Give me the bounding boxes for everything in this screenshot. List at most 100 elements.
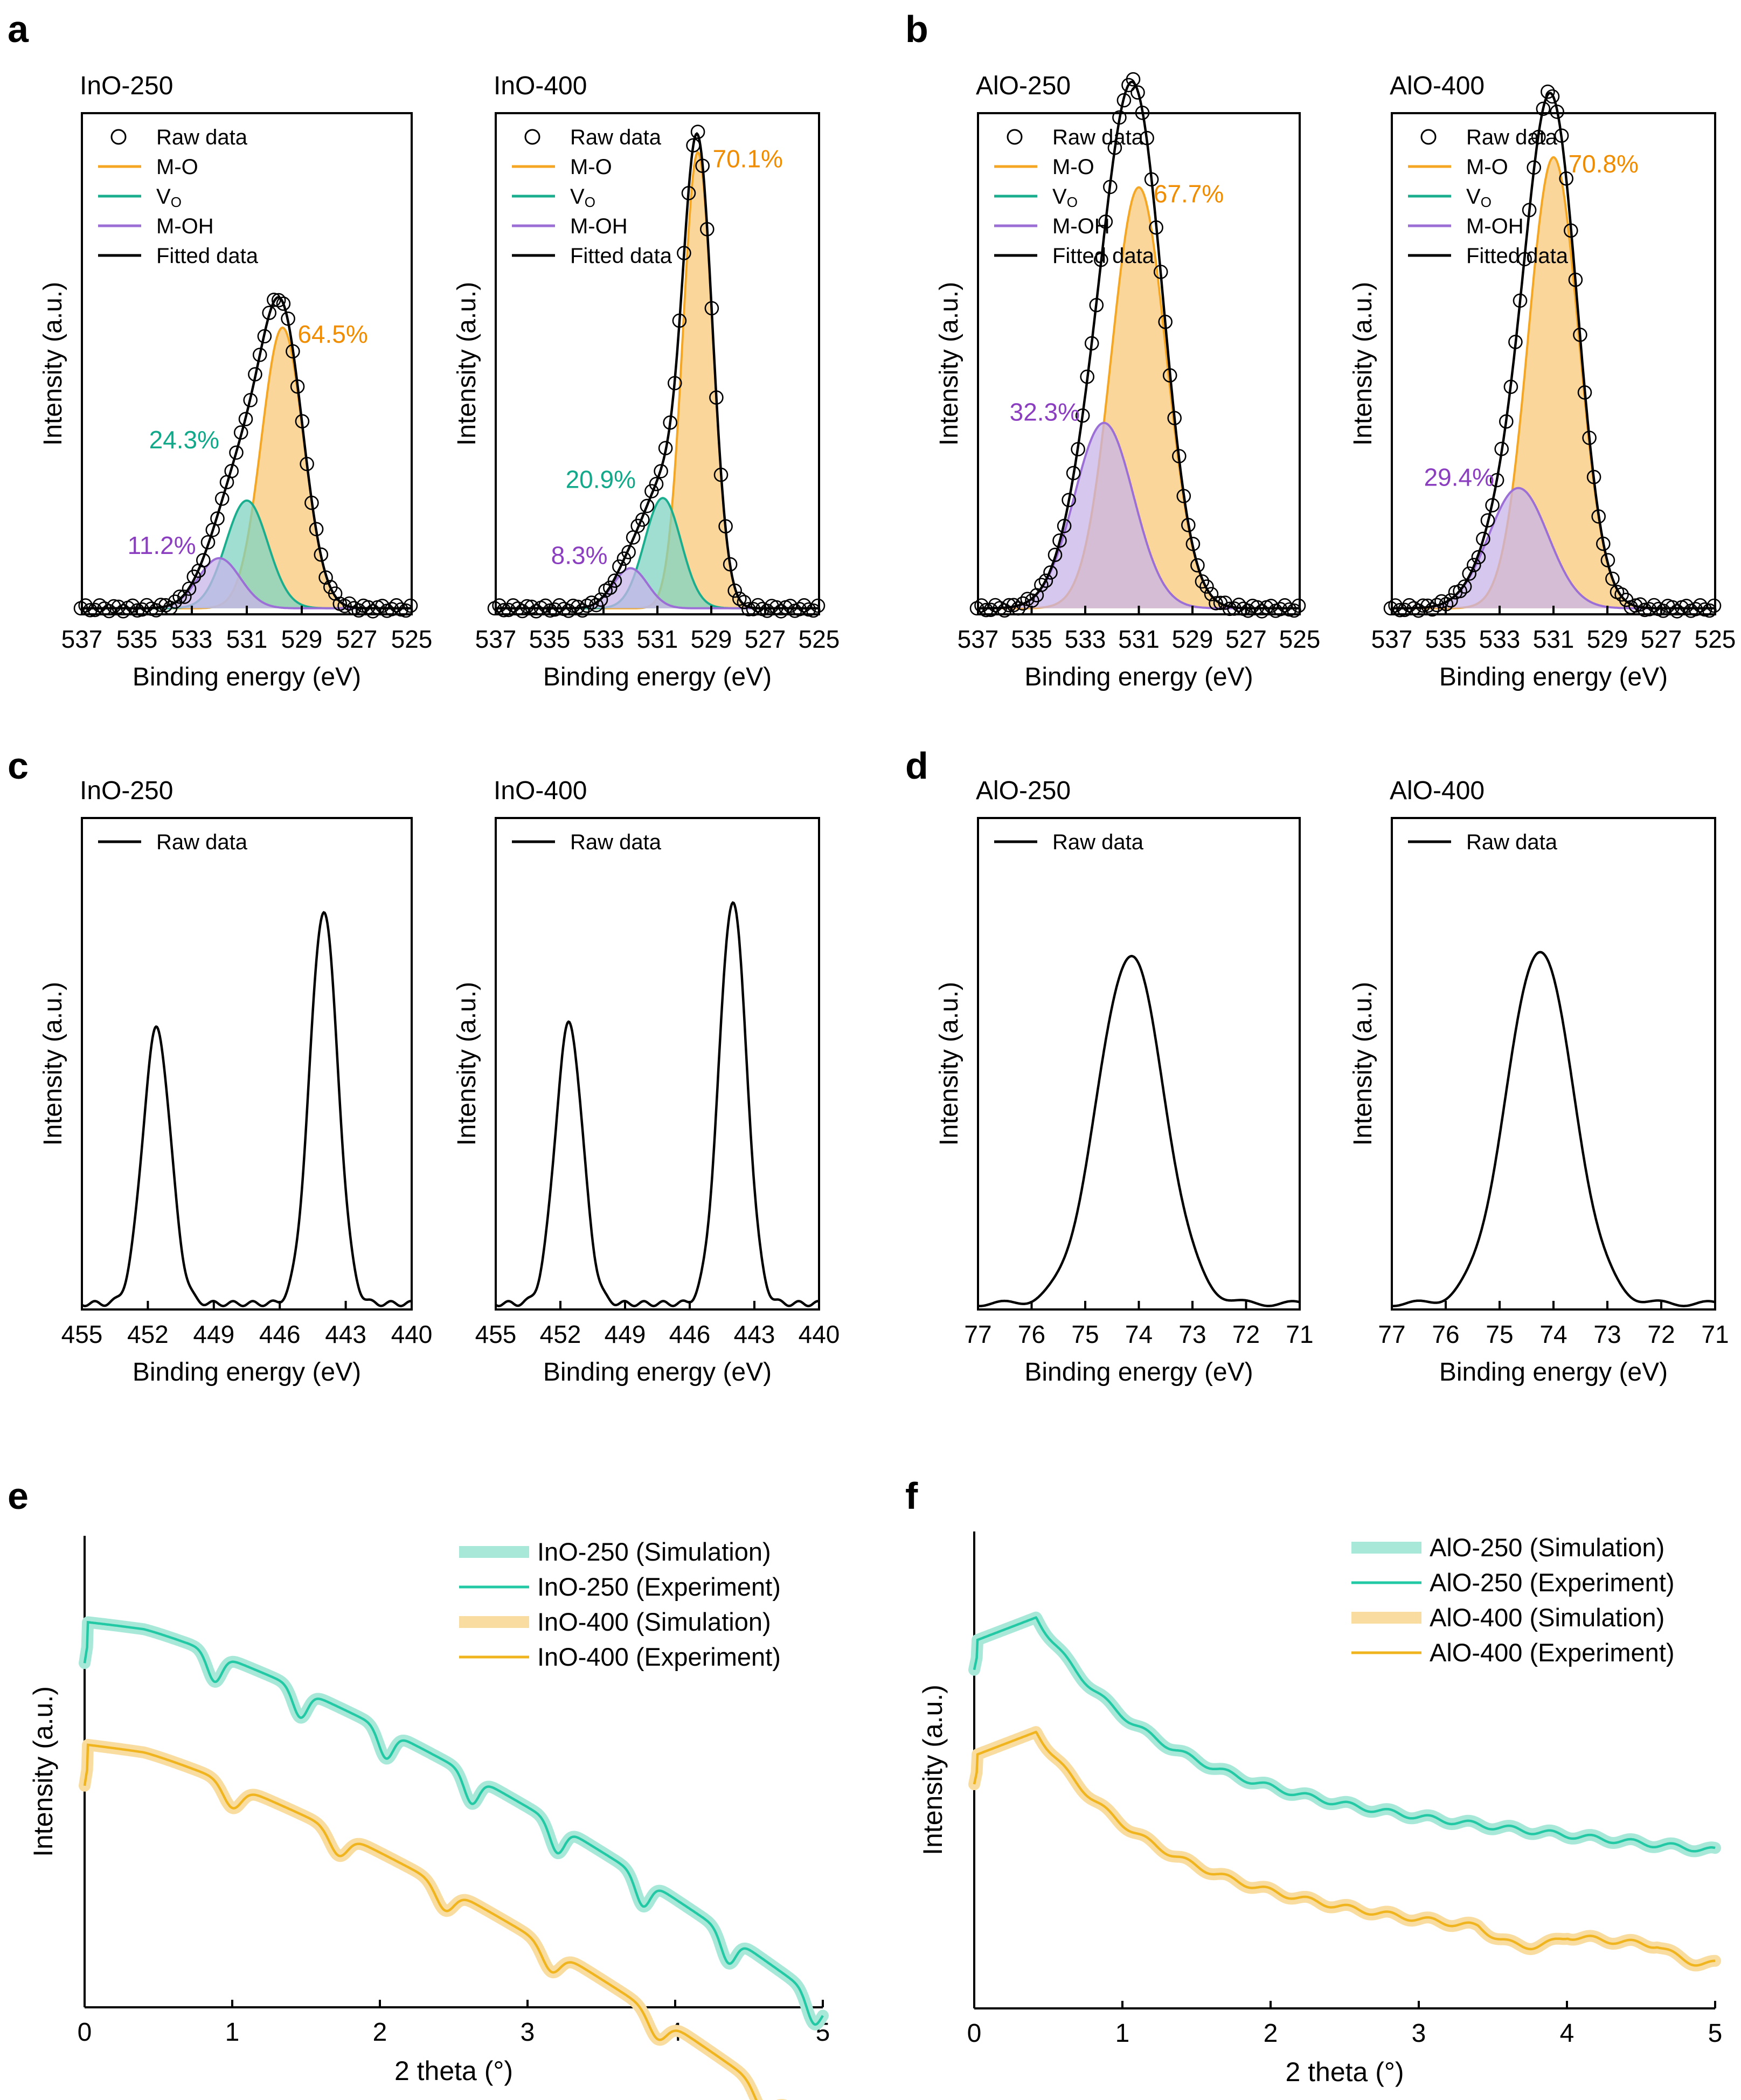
- x-tick-label: 76: [1432, 1320, 1459, 1348]
- chart-title: InO-400: [494, 72, 587, 100]
- x-tick-label: 537: [958, 625, 999, 653]
- x-tick-label: 5: [1708, 2019, 1723, 2048]
- raw-data-point: [704, 301, 719, 316]
- legend-label: Raw data: [1052, 126, 1144, 149]
- peak-percent-vo: 20.9%: [566, 466, 636, 494]
- raw-data-point: [1425, 602, 1440, 617]
- raw-data-point: [125, 598, 140, 613]
- legend-label: Fitted data: [156, 244, 259, 268]
- raw-data-line: [1391, 951, 1716, 1307]
- x-tick-label: 1: [1115, 2019, 1130, 2048]
- legend-label: Fitted data: [570, 244, 672, 268]
- legend-label: Fitted data: [1052, 244, 1155, 268]
- raw-data-point: [238, 412, 253, 427]
- raw-data-point: [1577, 385, 1592, 400]
- raw-data-point: [690, 124, 705, 139]
- x-tick-label: 537: [1371, 625, 1413, 653]
- raw-data-point: [1527, 160, 1541, 175]
- raw-data-point: [1462, 566, 1476, 581]
- x-tick-label: 1: [225, 2018, 240, 2047]
- legend-label: Fitted data: [1466, 244, 1569, 268]
- axes-frame: [977, 817, 1301, 1311]
- chart-b1: AlO-250 67.7% 32.3% Raw data M-O VO M-OH Fitted…: [935, 72, 1320, 691]
- chart-c1: InO-250 Raw data 455 452 449 446 443 440 Binding…: [39, 777, 432, 1387]
- raw-data-point: [1550, 105, 1564, 119]
- raw-data-point: [1416, 598, 1431, 613]
- y-axis-label: Intensity (a.u.): [39, 282, 67, 446]
- raw-data-point: [589, 598, 604, 613]
- raw-data-point: [561, 604, 576, 618]
- legend-label: AlO-250 (Experiment): [1430, 1568, 1675, 1597]
- raw-data-point: [154, 598, 168, 612]
- raw-data-point: [686, 138, 700, 153]
- raw-data-point: [1126, 72, 1141, 87]
- panel-letter-a: a: [8, 8, 29, 50]
- raw-data-point: [318, 570, 333, 585]
- raw-data-point: [1471, 550, 1486, 565]
- chart-c2: InO-400 Raw data 455 452 449 446 443 440 Binding…: [453, 777, 840, 1387]
- raw-data-point: [1591, 509, 1606, 524]
- x-tick-label: 73: [1593, 1320, 1621, 1348]
- raw-data-point: [210, 511, 225, 526]
- raw-data-point: [1089, 297, 1104, 313]
- raw-data-point: [1144, 172, 1159, 187]
- raw-data-point: [1149, 220, 1163, 235]
- peak-fill-m-oh: [496, 568, 819, 608]
- raw-data-point: [681, 186, 696, 200]
- panel-letter-e: e: [8, 1475, 29, 1517]
- x-tick-label: 443: [325, 1320, 366, 1348]
- raw-data-point: [106, 599, 121, 614]
- raw-data-point: [672, 313, 687, 328]
- x-tick-label: 452: [540, 1320, 581, 1348]
- raw-data-point: [1503, 379, 1518, 394]
- x-tick-label: 71: [1286, 1320, 1313, 1348]
- axes-frame: [81, 817, 413, 1311]
- raw-data-point: [1508, 335, 1523, 349]
- raw-data-point: [727, 583, 742, 598]
- raw-data-point: [196, 553, 211, 567]
- raw-data-line: [977, 954, 1300, 1307]
- chart-title: AlO-250: [976, 72, 1071, 100]
- y-axis-label: Intensity (a.u.): [1349, 982, 1377, 1146]
- raw-data-point: [621, 545, 636, 559]
- x-tick-label: 527: [745, 625, 786, 653]
- raw-data-point: [271, 293, 286, 308]
- experiment-line-ino-250: [83, 1621, 824, 2026]
- x-tick-label: 443: [734, 1320, 775, 1348]
- raw-data-point: [300, 456, 314, 472]
- raw-data-point: [214, 491, 230, 506]
- x-tick-label: 440: [391, 1320, 433, 1348]
- raw-data-point: [1638, 602, 1652, 618]
- chart-d1: AlO-250 Raw data 77 76 75 74 73 72 71 Binding ene…: [935, 777, 1314, 1387]
- legend-label: M-O: [570, 155, 612, 179]
- raw-data-point: [1545, 89, 1560, 104]
- raw-data-point: [1098, 214, 1113, 229]
- peak-percent-m-oh: 8.3%: [551, 541, 608, 569]
- raw-data-point: [644, 484, 659, 498]
- chart-b2: AlO-400 70.8% 29.4% Raw data M-O VO M-OH Fitted…: [1349, 72, 1736, 691]
- peak-fill-m-oh: [82, 558, 412, 608]
- chart-a1: InO-250 64.5% 24.3% 11.2% Raw data M-O VO M-OH F…: [39, 72, 432, 691]
- experiment-line-ino-400: [83, 1743, 758, 2100]
- raw-data-point: [276, 296, 291, 311]
- raw-data-point: [1130, 85, 1145, 100]
- x-tick-label: 75: [1486, 1320, 1513, 1348]
- x-tick-label: 0: [967, 2019, 982, 2048]
- x-tick-label: 73: [1178, 1320, 1206, 1348]
- raw-data-point: [1679, 599, 1694, 613]
- raw-data-point: [351, 603, 366, 618]
- raw-data-point: [1240, 604, 1256, 618]
- panel-letter-c: c: [8, 745, 29, 787]
- legend-label-vo-main: V: [1466, 185, 1481, 209]
- raw-data-point: [375, 599, 390, 613]
- legend-label-vo-sub: O: [1067, 194, 1078, 210]
- raw-data-point: [1176, 489, 1191, 503]
- raw-data-point: [746, 602, 761, 616]
- peak-percent-m-oh: 29.4%: [1424, 463, 1494, 491]
- x-tick-label: 533: [583, 625, 625, 653]
- x-tick-label: 74: [1125, 1320, 1153, 1348]
- x-tick-label: 525: [1695, 625, 1736, 653]
- legend-label: M-OH: [156, 214, 214, 238]
- x-tick-label: 77: [964, 1320, 991, 1348]
- x-tick-label: 531: [637, 625, 678, 653]
